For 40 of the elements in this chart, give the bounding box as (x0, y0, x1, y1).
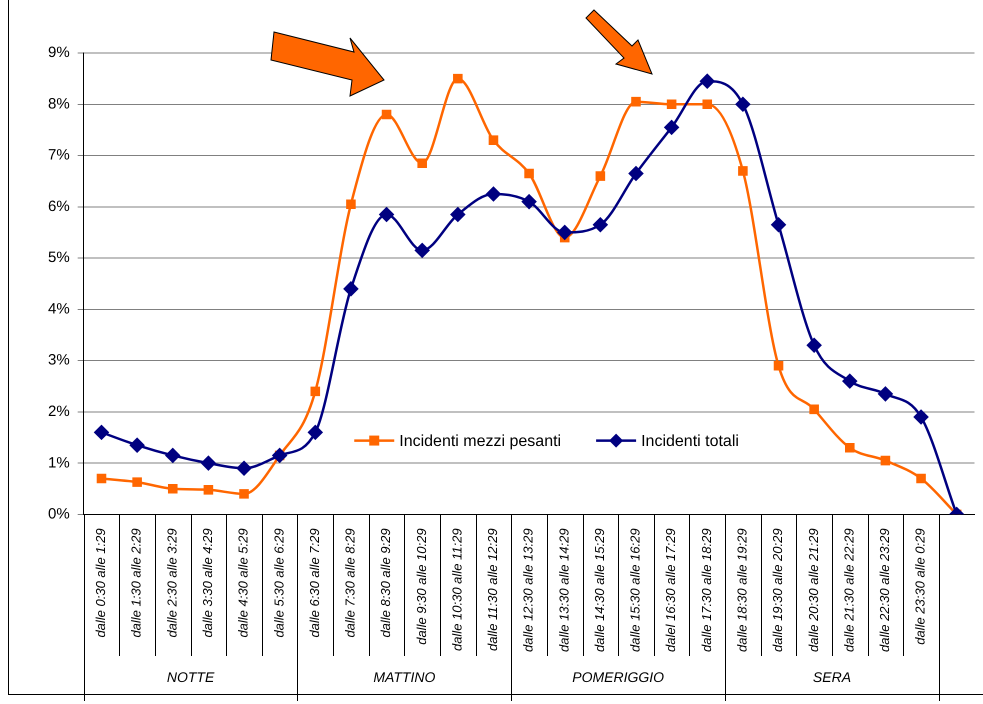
x-tick-label: dalle 14:30 alle 15:29 (592, 528, 607, 652)
x-tick-label: dalle 18:30 alle 19:29 (734, 528, 750, 652)
x-tick-label: dalle 12:30 alle 13:29 (520, 528, 536, 652)
text: POMERIGGIO (572, 668, 664, 685)
text: MATTINO (373, 668, 436, 685)
x-tick-label: dalle 5:30 alle 6:29 (271, 528, 286, 638)
y-tick-label: 7% (48, 146, 70, 164)
text: NOTTE (166, 668, 215, 685)
x-tick-label: dalel 16:30 alle 17:29 (663, 528, 678, 652)
x-tick-label: dalle 10:30 alle 11:29 (449, 528, 464, 652)
x-tick-label: dalle 21:30 alle 22:29 (841, 528, 856, 652)
text: SERA (812, 668, 852, 685)
y-tick-label: 1% (48, 454, 70, 472)
legend-label: Incidenti totali (641, 432, 739, 450)
x-tick-label: dalle 23:30 alle 0:29 (912, 528, 928, 645)
y-tick-label: 3% (48, 352, 70, 369)
x-tick-label: dalle 19:30 alle 20:29 (770, 528, 786, 652)
legend-label: Incidenti mezzi pesanti (399, 432, 562, 450)
y-tick-label: 4% (48, 300, 70, 318)
y-tick-label: 9% (48, 44, 70, 62)
x-tick-label: dalle 8:30 alle 9:29 (378, 528, 394, 638)
x-tick-label: dalle 9:30 alle 10:29 (414, 528, 429, 645)
x-tick-label: dalle 6:30 alle 7:29 (306, 528, 322, 638)
x-tick-label: dalle 11:30 alle 12:29 (485, 528, 500, 652)
x-tick-label: dalle 1:30 alle 2:29 (128, 528, 144, 638)
x-tick-label: dalle 4:30 alle 5:29 (236, 528, 251, 638)
x-tick-label: dalle 7:30 alle 8:29 (342, 528, 358, 638)
x-tick-label: dalle 20:30 alle 21:29 (806, 528, 821, 652)
x-tick-label: dalle 13:30 alle 14:29 (556, 528, 572, 652)
y-tick-label: 8% (48, 95, 70, 112)
x-tick-label: dalle 15:30 alle 16:29 (628, 528, 643, 652)
x-tick-label: dalle 2:30 alle 3:29 (164, 528, 180, 638)
x-tick-label: dalle 22:30 alle 23:29 (877, 528, 892, 652)
y-tick-label: 5% (48, 249, 70, 266)
y-tick-label: 6% (48, 198, 70, 215)
x-tick-label: dalle 0:30 alle 1:29 (93, 528, 108, 638)
x-tick-label: dalle 17:30 alle 18:29 (698, 528, 714, 652)
x-tick-label: dalle 3:30 alle 4:29 (200, 528, 216, 638)
y-tick-label: 2% (48, 403, 70, 420)
y-tick-label: 0% (48, 506, 70, 523)
